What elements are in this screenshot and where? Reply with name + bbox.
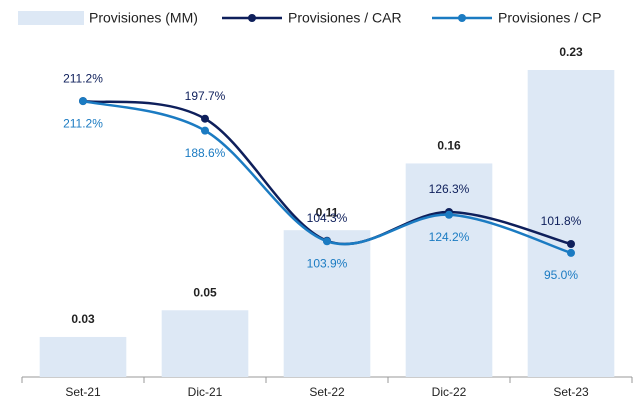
line-value-label: 104.3% xyxy=(307,211,348,225)
bar-value-label: 0.03 xyxy=(71,312,95,326)
line-marker xyxy=(79,97,87,106)
legend-swatch xyxy=(18,11,84,25)
x-tick-label: Dic-21 xyxy=(188,385,223,399)
line-value-label: 211.2% xyxy=(63,71,103,85)
line-value-label: 103.9% xyxy=(307,256,348,270)
bar xyxy=(39,336,127,377)
line-value-label: 95.0% xyxy=(544,268,578,282)
line-value-label: 101.8% xyxy=(541,214,582,228)
bar-value-label: 0.11 xyxy=(316,205,339,219)
legend-label: Provisiones / CAR xyxy=(288,10,402,26)
x-tick-label: Set-22 xyxy=(309,385,345,399)
x-tick-label: Set-21 xyxy=(65,385,101,399)
line-value-label: 188.6% xyxy=(185,146,226,160)
line-marker xyxy=(567,240,575,249)
bar-value-label: 0.05 xyxy=(193,285,217,299)
bar-value-label: 0.16 xyxy=(437,139,461,153)
bar xyxy=(527,70,615,377)
legend-marker xyxy=(248,14,256,22)
bar xyxy=(283,230,371,377)
x-tick-label: Dic-22 xyxy=(432,385,467,399)
bar xyxy=(161,310,249,377)
bar-value-label: 0.23 xyxy=(559,45,583,59)
bar xyxy=(405,163,493,377)
line-marker xyxy=(323,237,331,246)
line-marker xyxy=(201,126,209,135)
line-value-label: 124.2% xyxy=(429,230,470,244)
line-marker xyxy=(201,114,209,123)
line-value-label: 197.7% xyxy=(185,89,226,103)
line-value-label: 126.3% xyxy=(429,182,470,196)
legend-label: Provisiones / CP xyxy=(498,10,601,26)
line xyxy=(82,99,572,255)
line-marker xyxy=(445,210,453,219)
line-value-label: 211.2% xyxy=(63,116,103,130)
line-marker xyxy=(567,248,575,257)
legend-label: Provisiones (MM) xyxy=(89,10,198,26)
legend-marker xyxy=(458,14,466,22)
x-tick-label: Set-23 xyxy=(553,385,589,399)
